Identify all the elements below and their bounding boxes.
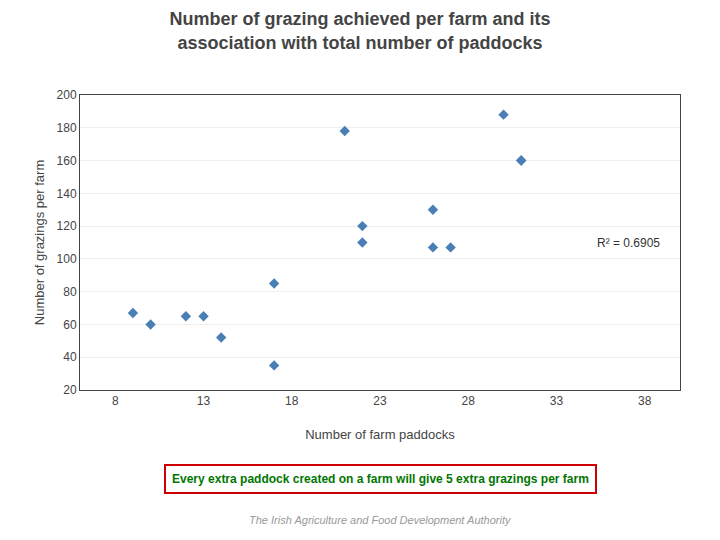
svg-text:40: 40 [63, 350, 77, 364]
svg-text:20: 20 [63, 383, 77, 397]
svg-text:13: 13 [197, 394, 211, 408]
svg-text:38: 38 [638, 394, 652, 408]
svg-text:Number of grazings per farm: Number of grazings per farm [32, 160, 47, 325]
svg-text:120: 120 [57, 219, 77, 233]
svg-text:180: 180 [57, 121, 77, 135]
svg-text:Number of farm paddocks: Number of farm paddocks [305, 427, 455, 442]
svg-text:28: 28 [462, 394, 476, 408]
svg-text:The Irish Agriculture and Food: The Irish Agriculture and Food Developme… [249, 514, 512, 526]
svg-text:160: 160 [57, 154, 77, 168]
svg-text:100: 100 [57, 252, 77, 266]
svg-text:60: 60 [63, 318, 77, 332]
svg-text:R² = 0.6905: R² = 0.6905 [597, 236, 660, 250]
svg-text:80: 80 [63, 285, 77, 299]
svg-text:140: 140 [57, 187, 77, 201]
svg-text:18: 18 [285, 394, 299, 408]
svg-text:33: 33 [550, 394, 564, 408]
svg-text:8: 8 [112, 394, 119, 408]
svg-text:Every extra paddock created on: Every extra paddock created on a farm wi… [172, 472, 589, 486]
svg-text:Number of grazing achieved per: Number of grazing achieved per farm and … [169, 9, 550, 52]
svg-text:200: 200 [57, 88, 77, 102]
svg-text:23: 23 [373, 394, 387, 408]
